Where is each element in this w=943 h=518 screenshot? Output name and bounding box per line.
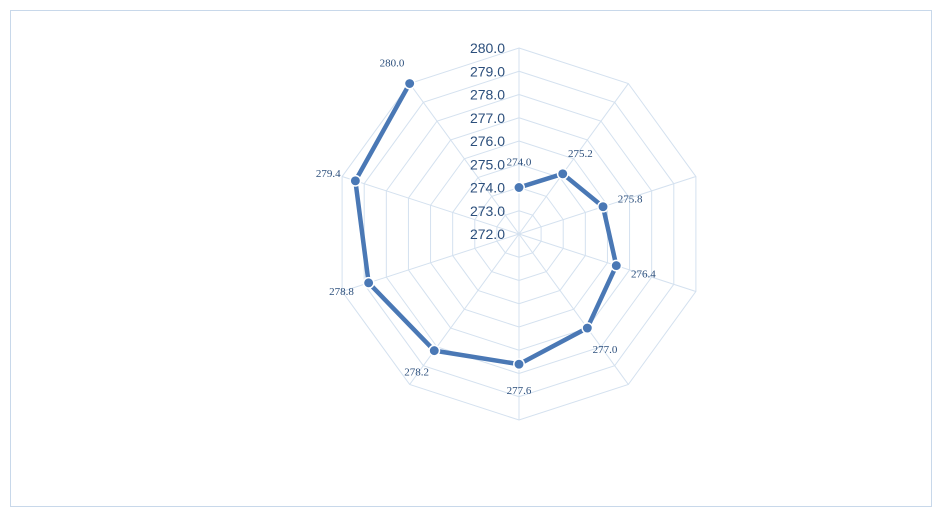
- radial-tick-label: 275.0: [470, 156, 505, 172]
- data-label: 277.6: [507, 385, 532, 397]
- grid-spoke: [409, 83, 520, 235]
- grid-spoke: [518, 83, 629, 235]
- radar-grid: [341, 47, 697, 421]
- data-point[interactable]: [513, 358, 525, 371]
- grid-spoke: [341, 176, 520, 235]
- chart-frame: [10, 10, 932, 507]
- data-label: 277.0: [593, 344, 618, 356]
- radial-tick-labels: 272.0 273.0 274.0 275.0 276.0 277.0 278.0 279.0…: [470, 40, 505, 242]
- data-point[interactable]: [597, 200, 609, 213]
- data-point[interactable]: [513, 181, 525, 194]
- series-line: [353, 81, 619, 367]
- data-label: 279.4: [316, 168, 341, 180]
- grid-spoke: [518, 233, 697, 292]
- radial-tick-label: 276.0: [470, 133, 505, 149]
- data-labels: 274.0 275.2 275.8 276.4 277.0 277.6 278.2 278.8…: [316, 57, 656, 397]
- data-point[interactable]: [349, 174, 362, 187]
- data-label: 275.2: [568, 148, 593, 160]
- radial-tick-label: 280.0: [470, 40, 505, 56]
- radial-tick-label: 278.0: [470, 87, 505, 103]
- data-point[interactable]: [428, 344, 441, 357]
- radial-tick-label: 273.0: [470, 203, 505, 219]
- data-point[interactable]: [362, 276, 375, 289]
- data-label: 278.8: [329, 286, 354, 298]
- data-point[interactable]: [610, 259, 623, 272]
- radial-tick-label: 272.0: [470, 226, 505, 242]
- data-point[interactable]: [403, 77, 416, 90]
- series-layer: [349, 77, 623, 371]
- data-label: 274.0: [507, 157, 532, 169]
- data-label: 280.0: [380, 57, 405, 69]
- radial-tick-label: 277.0: [470, 110, 505, 126]
- grid-spoke: [518, 233, 629, 385]
- radial-tick-label: 279.0: [470, 63, 505, 79]
- data-point[interactable]: [581, 322, 594, 334]
- radial-tick-label: 274.0: [470, 180, 505, 196]
- grid-spoke: [409, 233, 520, 385]
- data-label: 278.2: [404, 367, 429, 379]
- data-label: 275.8: [618, 194, 643, 206]
- data-label: 276.4: [631, 269, 656, 281]
- data-point[interactable]: [556, 167, 569, 180]
